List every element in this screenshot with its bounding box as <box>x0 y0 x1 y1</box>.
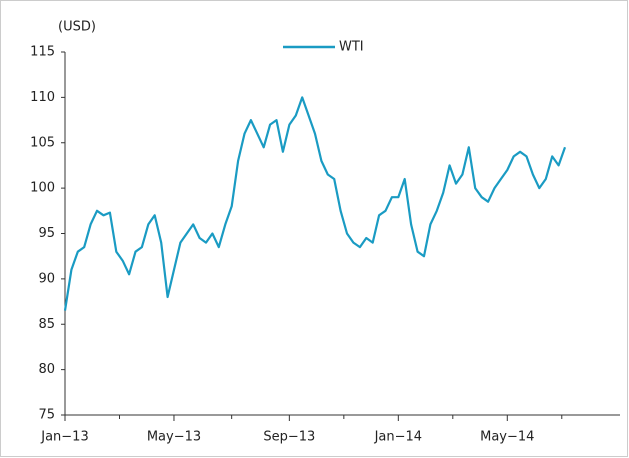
y-tick-label: 100 <box>30 181 55 196</box>
legend-label: WTI <box>339 40 364 55</box>
y-tick-label: 115 <box>30 45 55 60</box>
y-tick-label: 105 <box>30 135 55 150</box>
x-tick-label: Jan−14 <box>374 430 422 445</box>
x-tick-label: May−13 <box>147 430 201 445</box>
y-tick-label: 110 <box>30 90 55 105</box>
x-tick-label: Sep−13 <box>263 430 315 445</box>
y-tick-label: 85 <box>38 317 55 332</box>
x-tick-label: Jan−13 <box>40 430 88 445</box>
series-line <box>63 96 567 311</box>
y-axis-label: (USD) <box>58 20 96 35</box>
y-tick-label: 75 <box>38 408 55 423</box>
y-tick-label: 95 <box>38 226 55 241</box>
y-tick-label: 80 <box>38 362 55 377</box>
x-tick-label: May−14 <box>480 430 534 445</box>
y-tick-label: 90 <box>38 271 55 286</box>
